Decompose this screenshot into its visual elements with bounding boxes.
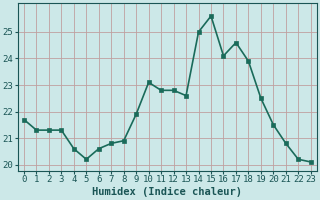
X-axis label: Humidex (Indice chaleur): Humidex (Indice chaleur) [92, 187, 242, 197]
